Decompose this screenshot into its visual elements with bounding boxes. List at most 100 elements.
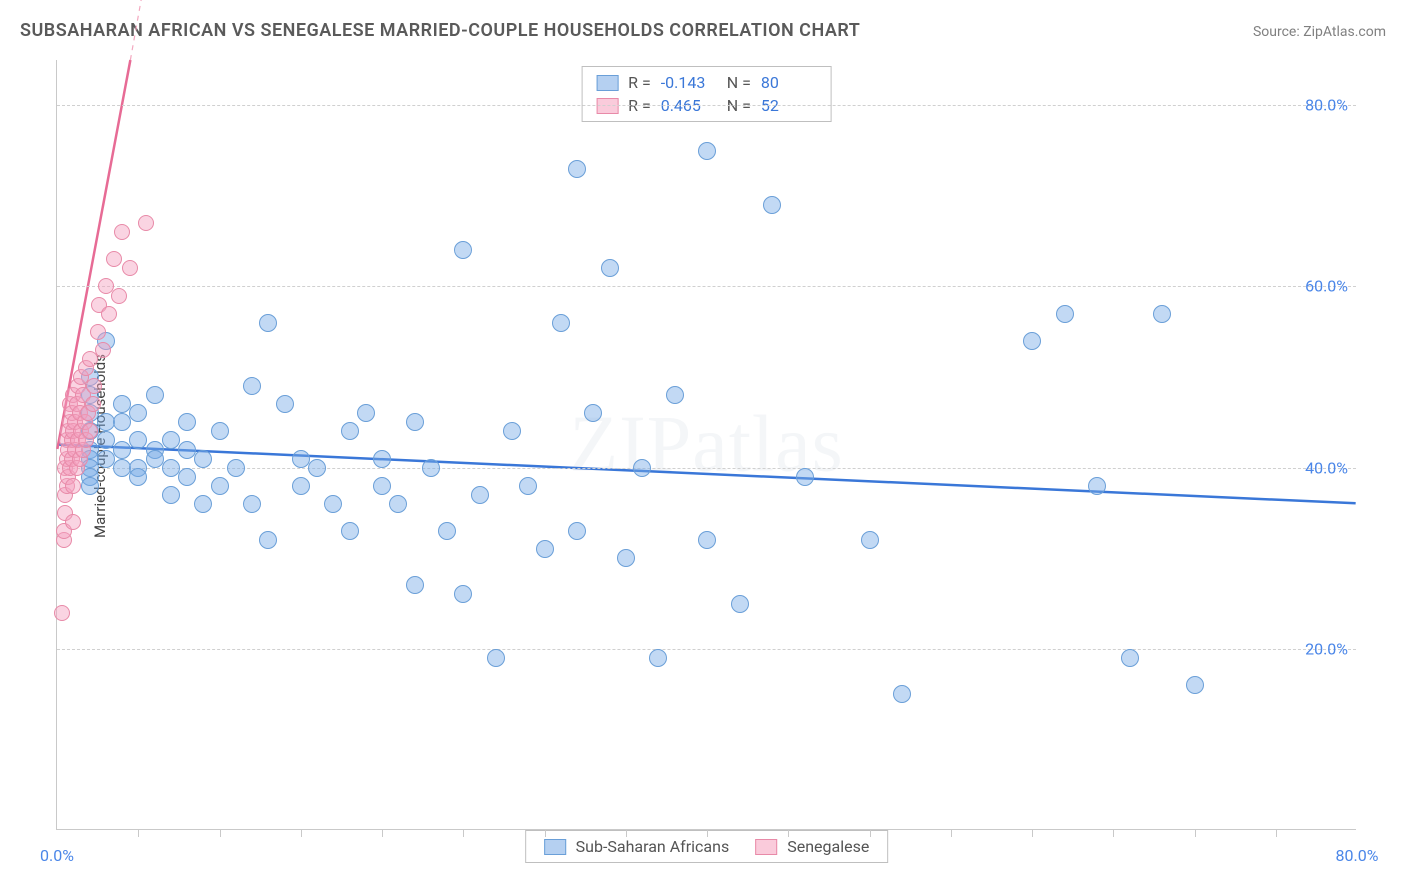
source-prefix: Source: xyxy=(1253,24,1303,40)
swatch-icon xyxy=(755,839,777,855)
x-tick xyxy=(463,829,464,837)
scatter-point xyxy=(259,314,277,332)
chart-plot-area: ZIPatlas R = -0.143 N = 80 R = 0.465 N =… xyxy=(56,60,1356,830)
scatter-point xyxy=(341,422,359,440)
scatter-point xyxy=(194,495,212,513)
x-tick xyxy=(1032,829,1033,837)
scatter-point xyxy=(649,649,667,667)
scatter-point xyxy=(178,468,196,486)
scatter-point xyxy=(114,224,130,240)
scatter-point xyxy=(568,522,586,540)
y-tick-label: 20.0% xyxy=(1305,639,1348,658)
scatter-point xyxy=(893,685,911,703)
scatter-point xyxy=(406,576,424,594)
scatter-point xyxy=(178,441,196,459)
x-tick xyxy=(626,829,627,837)
scatter-point xyxy=(65,478,81,494)
stat-label: N = xyxy=(727,73,751,92)
scatter-point xyxy=(552,314,570,332)
scatter-point xyxy=(536,540,554,558)
scatter-point xyxy=(633,459,651,477)
scatter-point xyxy=(454,585,472,603)
scatter-point xyxy=(1023,332,1041,350)
chart-title: SUBSAHARAN AFRICAN VS SENEGALESE MARRIED… xyxy=(20,20,860,41)
x-tick xyxy=(220,829,221,837)
scatter-point xyxy=(406,413,424,431)
scatter-point xyxy=(389,495,407,513)
scatter-point xyxy=(97,431,115,449)
gridline xyxy=(57,105,1356,106)
scatter-point xyxy=(129,431,147,449)
scatter-point xyxy=(373,450,391,468)
scatter-point xyxy=(82,423,98,439)
x-tick xyxy=(951,829,952,837)
scatter-point xyxy=(85,396,101,412)
gridline xyxy=(57,649,1356,650)
scatter-point xyxy=(227,459,245,477)
x-tick xyxy=(870,829,871,837)
x-tick-label: 80.0% xyxy=(1336,846,1379,865)
scatter-point xyxy=(146,386,164,404)
scatter-point xyxy=(90,324,106,340)
scatter-point xyxy=(146,450,164,468)
scatter-point xyxy=(731,595,749,613)
scatter-point xyxy=(113,413,131,431)
scatter-point xyxy=(422,459,440,477)
scatter-point xyxy=(97,450,115,468)
scatter-point xyxy=(454,241,472,259)
scatter-point xyxy=(438,522,456,540)
scatter-point xyxy=(81,477,99,495)
x-tick xyxy=(788,829,789,837)
scatter-point xyxy=(341,522,359,540)
x-tick xyxy=(1276,829,1277,837)
legend-label: Senegalese xyxy=(787,837,869,856)
scatter-point xyxy=(101,306,117,322)
scatter-point xyxy=(666,386,684,404)
x-tick xyxy=(707,829,708,837)
scatter-point xyxy=(194,450,212,468)
y-tick-label: 40.0% xyxy=(1305,458,1348,477)
scatter-point xyxy=(584,404,602,422)
x-tick xyxy=(138,829,139,837)
scatter-point xyxy=(292,477,310,495)
legend-item: Sub-Saharan Africans xyxy=(544,837,730,856)
scatter-point xyxy=(471,486,489,504)
x-tick xyxy=(1195,829,1196,837)
scatter-point xyxy=(243,377,261,395)
legend-label: Sub-Saharan Africans xyxy=(576,837,730,856)
x-tick-label: 0.0% xyxy=(40,846,74,865)
scatter-point xyxy=(1088,477,1106,495)
scatter-point xyxy=(162,459,180,477)
x-tick xyxy=(382,829,383,837)
scatter-point xyxy=(106,251,122,267)
scatter-point xyxy=(65,514,81,530)
stat-value: -0.143 xyxy=(661,73,717,92)
stats-row: R = -0.143 N = 80 xyxy=(582,71,831,94)
scatter-point xyxy=(1153,305,1171,323)
scatter-point xyxy=(54,605,70,621)
gridline xyxy=(57,468,1356,469)
source-attribution: Source: ZipAtlas.com xyxy=(1253,24,1386,40)
y-tick-label: 80.0% xyxy=(1305,96,1348,115)
scatter-point xyxy=(162,431,180,449)
swatch-icon xyxy=(596,75,618,91)
scatter-point xyxy=(308,459,326,477)
y-tick-label: 60.0% xyxy=(1305,277,1348,296)
scatter-point xyxy=(861,531,879,549)
source-link[interactable]: ZipAtlas.com xyxy=(1303,24,1386,40)
trend-lines xyxy=(57,60,1356,829)
scatter-point xyxy=(211,477,229,495)
x-tick xyxy=(1113,829,1114,837)
scatter-point xyxy=(178,413,196,431)
scatter-point xyxy=(796,468,814,486)
correlation-stats-box: R = -0.143 N = 80 R = 0.465 N = 52 xyxy=(581,66,832,122)
scatter-point xyxy=(259,531,277,549)
stat-value: 80 xyxy=(761,73,817,92)
scatter-point xyxy=(1121,649,1139,667)
scatter-point xyxy=(763,196,781,214)
scatter-point xyxy=(129,468,147,486)
scatter-point xyxy=(698,142,716,160)
scatter-point xyxy=(113,395,131,413)
scatter-point xyxy=(111,288,127,304)
scatter-point xyxy=(373,477,391,495)
